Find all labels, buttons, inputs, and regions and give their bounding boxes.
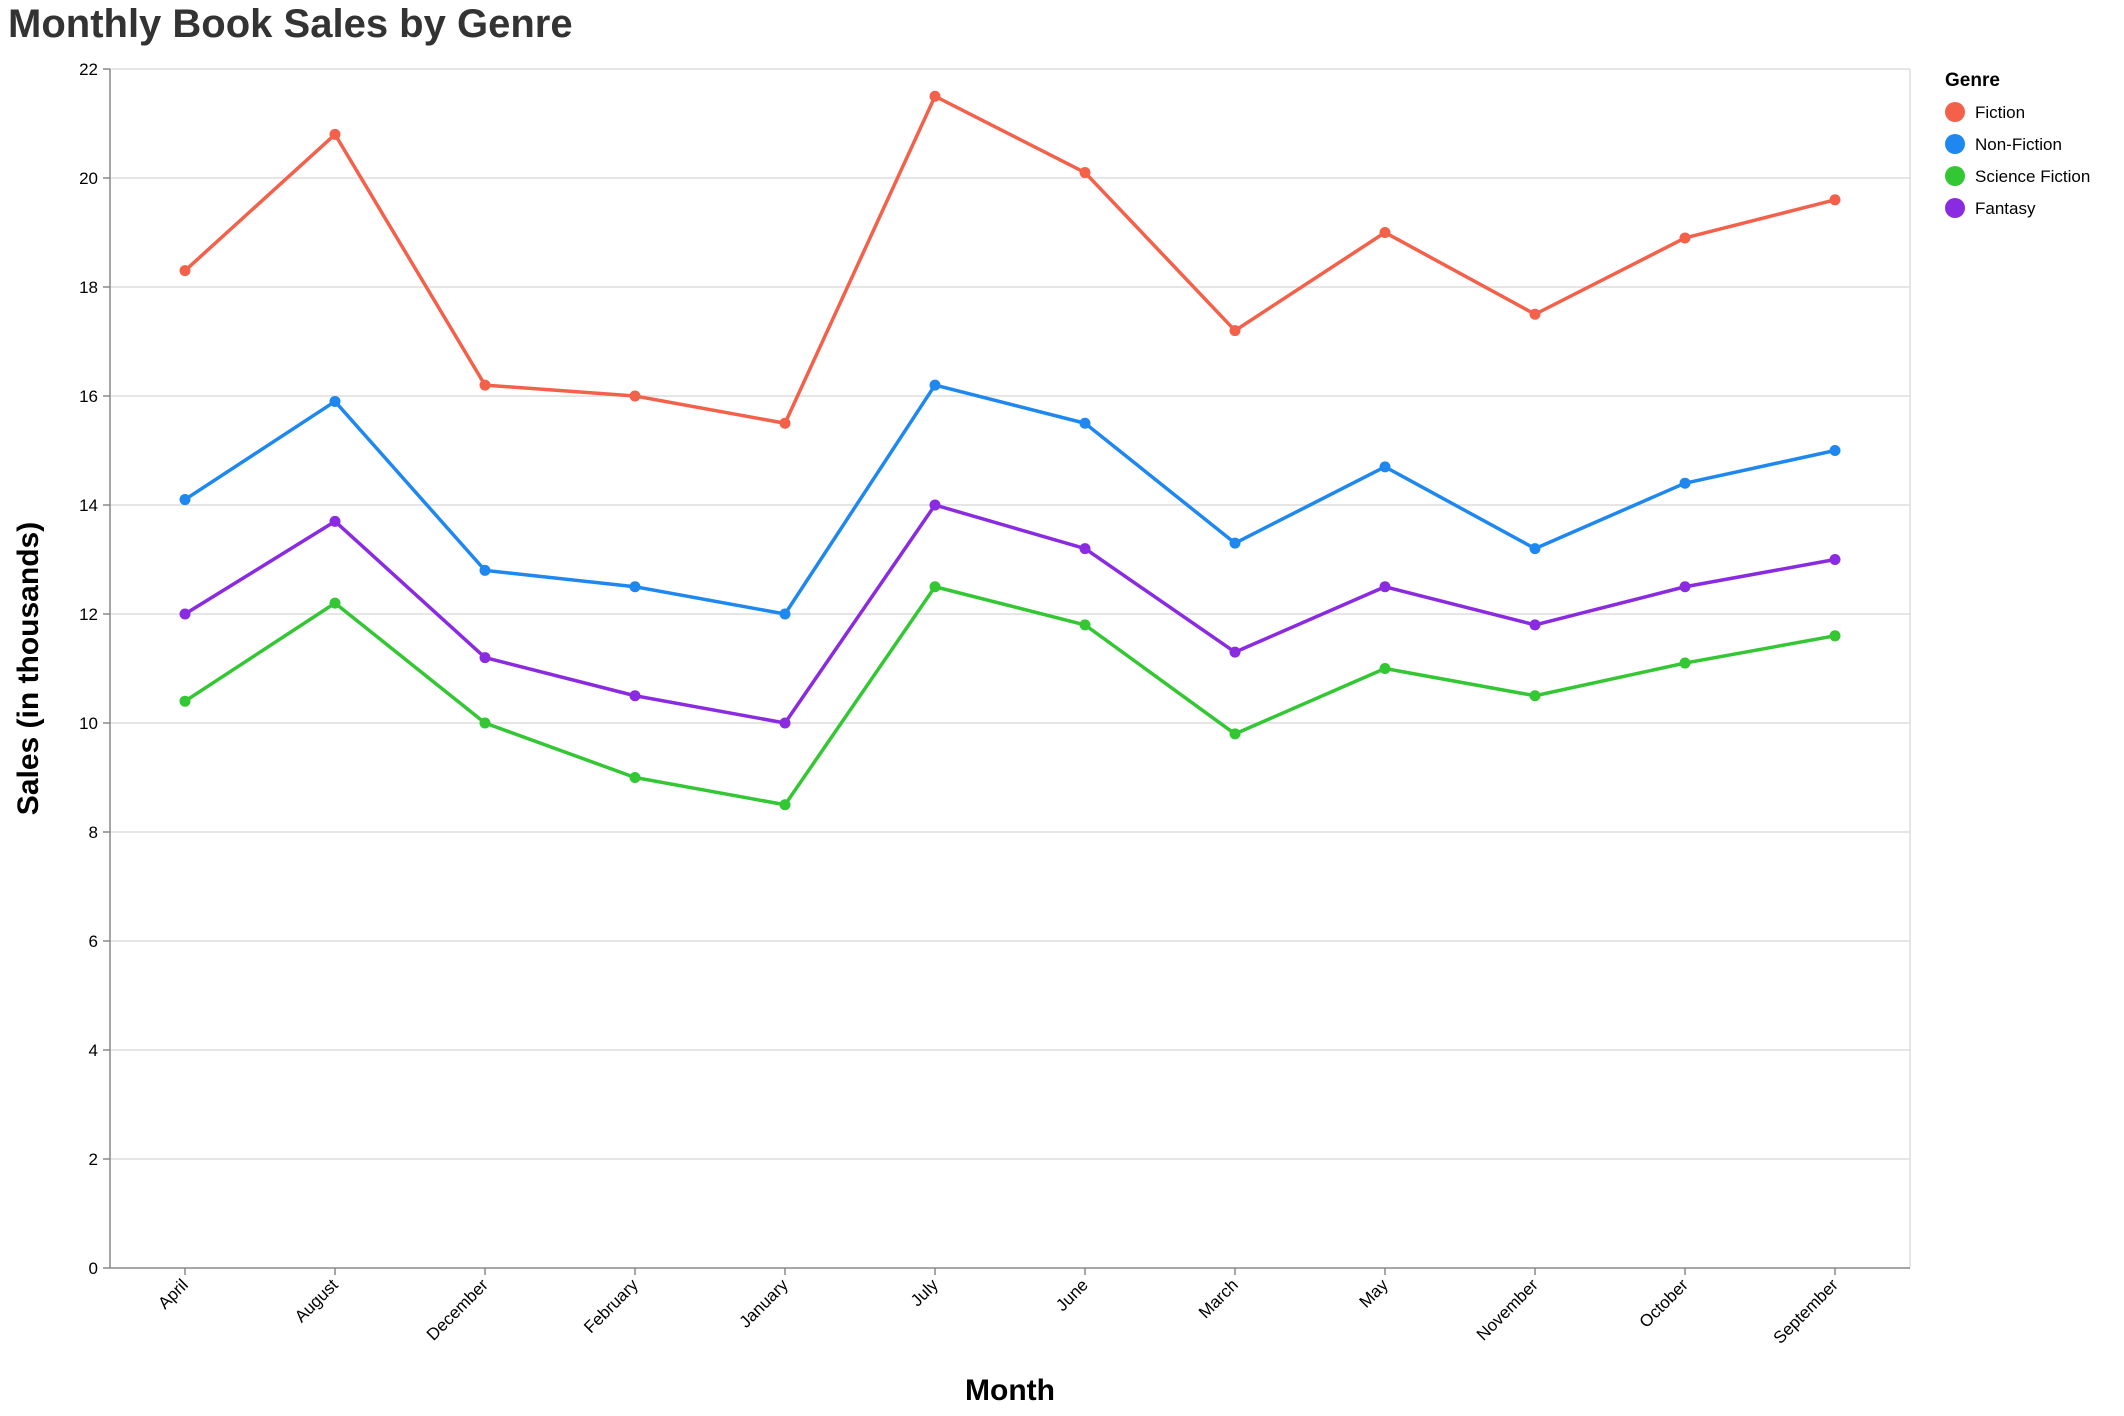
series-lines xyxy=(179,90,1841,811)
legend: Genre Fiction Non-Fiction Science Fiction Fa… xyxy=(1945,70,2090,218)
data-point xyxy=(1529,308,1541,320)
data-point xyxy=(629,772,641,783)
data-point xyxy=(1079,619,1091,631)
legend-swatch xyxy=(1945,102,1965,122)
x-tick-label: July xyxy=(907,1275,942,1310)
legend-swatch xyxy=(1945,198,1965,218)
data-point xyxy=(1379,581,1391,593)
series-line xyxy=(184,503,1836,725)
data-point xyxy=(179,265,191,277)
data-point xyxy=(1679,657,1691,669)
data-point xyxy=(1229,728,1241,740)
legend-swatch xyxy=(1945,134,1965,154)
data-point xyxy=(479,379,491,391)
data-point xyxy=(929,581,941,593)
y-tick-label: 10 xyxy=(79,714,98,733)
data-point xyxy=(179,494,191,506)
x-tick-label: March xyxy=(1195,1275,1242,1322)
legend-label: Fantasy xyxy=(1975,199,2036,218)
legend-label: Non-Fiction xyxy=(1975,135,2062,154)
axes: 0 2 4 6 8 10 12 14 16 18 20 22 April August December Fe… xyxy=(79,60,1910,1348)
legend-swatch xyxy=(1945,166,1965,186)
data-point xyxy=(629,390,641,402)
data-point xyxy=(629,581,641,593)
series-line xyxy=(184,585,1836,807)
x-axis-title: Month xyxy=(965,1374,1055,1407)
y-tick-label: 0 xyxy=(89,1259,98,1278)
series-line xyxy=(183,94,1836,425)
data-point xyxy=(1829,630,1841,642)
data-point xyxy=(1379,227,1391,238)
y-tick-label: 12 xyxy=(79,605,98,624)
data-point xyxy=(779,717,791,729)
data-point xyxy=(479,717,491,729)
data-point xyxy=(479,652,491,664)
legend-title: Genre xyxy=(1945,70,2000,91)
data-point xyxy=(779,417,791,429)
data-point xyxy=(479,564,491,576)
x-tick-label: January xyxy=(736,1275,793,1332)
data-point xyxy=(1379,461,1391,473)
data-point xyxy=(1079,417,1091,429)
data-point xyxy=(1679,581,1691,593)
data-point xyxy=(329,395,341,407)
data-point xyxy=(929,499,941,511)
x-tick-label: February xyxy=(580,1275,642,1337)
x-tick-label: December xyxy=(423,1275,492,1344)
data-point xyxy=(1829,445,1841,456)
data-point xyxy=(1379,663,1391,674)
legend-label: Fiction xyxy=(1975,103,2025,122)
data-point xyxy=(929,379,941,391)
data-point xyxy=(329,597,341,609)
data-point xyxy=(1529,543,1541,555)
data-point xyxy=(329,128,341,140)
data-point xyxy=(779,608,791,620)
series-line xyxy=(184,383,1836,616)
data-point xyxy=(1229,325,1241,337)
x-tick-label: May xyxy=(1356,1275,1392,1311)
chart-title: Monthly Book Sales by Genre xyxy=(8,2,573,46)
data-point xyxy=(1079,167,1091,179)
x-tick-label: June xyxy=(1052,1275,1092,1315)
x-tick-label: November xyxy=(1473,1275,1542,1344)
y-tick-label: 8 xyxy=(89,823,98,842)
x-tick-label: September xyxy=(1770,1275,1842,1347)
x-tick-label: April xyxy=(154,1275,191,1312)
data-point xyxy=(1529,690,1541,702)
x-tick-label: October xyxy=(1636,1275,1692,1331)
data-point xyxy=(1229,537,1241,549)
data-point xyxy=(1829,194,1841,206)
data-point xyxy=(1529,619,1541,631)
data-point xyxy=(1229,646,1241,658)
y-tick-label: 20 xyxy=(79,169,98,188)
data-point xyxy=(929,90,941,102)
data-point xyxy=(179,608,191,620)
y-axis-title: Sales (in thousands) xyxy=(12,522,45,815)
y-tick-label: 4 xyxy=(89,1041,98,1060)
y-tick-label: 6 xyxy=(89,932,98,951)
data-point xyxy=(1679,477,1691,489)
gridlines xyxy=(110,68,1911,1268)
y-tick-label: 14 xyxy=(79,496,98,515)
data-point xyxy=(779,799,791,811)
data-point xyxy=(1679,232,1691,244)
y-tick-label: 2 xyxy=(89,1150,98,1169)
y-tick-label: 16 xyxy=(79,387,98,406)
data-point xyxy=(1079,543,1091,555)
data-point xyxy=(179,695,191,707)
data-point xyxy=(629,690,641,702)
y-tick-label: 22 xyxy=(79,60,98,79)
data-point xyxy=(1829,554,1841,565)
y-tick-label: 18 xyxy=(79,278,98,297)
legend-label: Science Fiction xyxy=(1975,167,2090,186)
x-tick-label: August xyxy=(291,1275,342,1326)
data-point xyxy=(329,515,341,527)
